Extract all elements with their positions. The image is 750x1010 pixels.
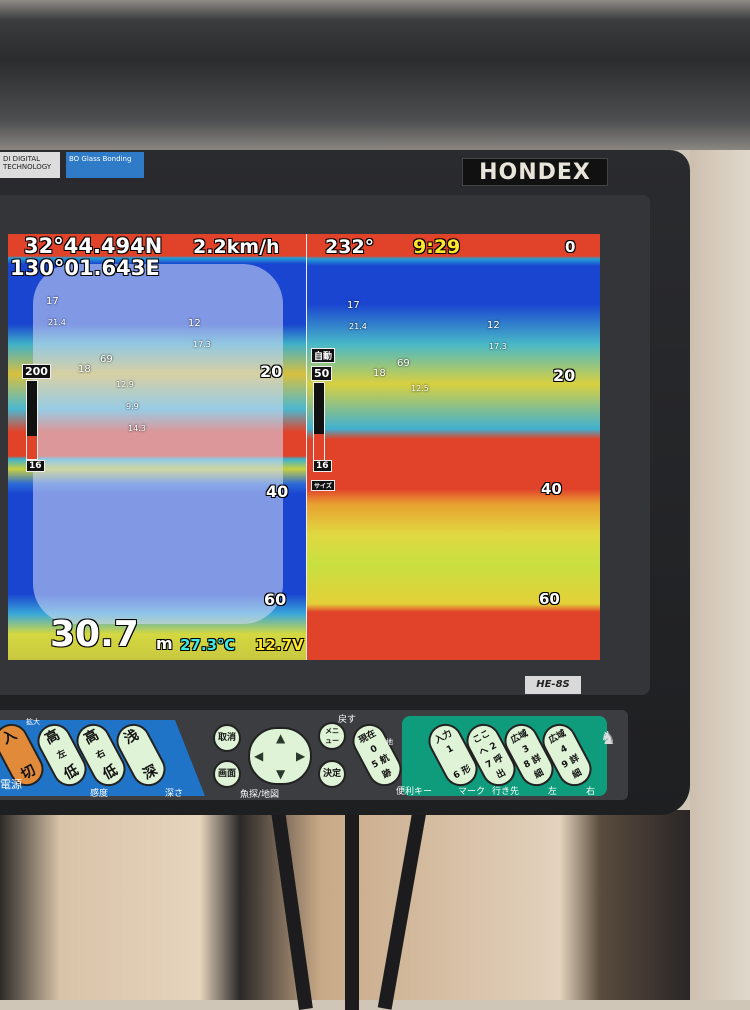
rubber-cover (0, 0, 750, 150)
gain-max: 50 (311, 366, 333, 381)
fish-label: 69 (100, 354, 113, 365)
bo-badge: BO Glass Bonding (66, 152, 144, 178)
arrow-up-icon[interactable]: ▲ (276, 731, 286, 745)
gain-bar (26, 380, 38, 460)
mark-label: マーク (458, 787, 486, 797)
fish-size: 17.3 (193, 340, 211, 349)
water-temperature: 27.3℃ (180, 636, 236, 654)
speed: 2.2km/h (193, 236, 280, 258)
shallow-label: 浅 (121, 726, 142, 748)
latitude: 32°44.494N (24, 234, 163, 258)
voltage: 12.7V (255, 636, 304, 654)
input-label: 入力 1 (433, 728, 456, 756)
background-wall (690, 150, 750, 1000)
feature-badges: DI DIGITAL TECHNOLOGY BO Glass Bonding (0, 152, 145, 178)
depth-mark-20: 20 (260, 362, 283, 381)
arrow-left-icon[interactable]: ◀ (254, 749, 264, 763)
fish-label: 12 (487, 320, 500, 331)
fish-label: 69 (397, 358, 410, 369)
depth-mark-60: 60 (264, 590, 287, 609)
window-reflection (33, 264, 283, 624)
brand-logo: HONDEX (462, 158, 608, 186)
screen-button[interactable]: 画面 (213, 760, 241, 788)
fish-size: 12.5 (411, 384, 429, 393)
fish-size: 12.9 (116, 380, 134, 389)
fish-size: 17.3 (489, 342, 507, 351)
left-sonar-pane: 32°44.494N 130°01.643E 2.2km/h 17 21.4 1… (8, 234, 307, 660)
back-label: 戻す (338, 715, 357, 725)
menu-button[interactable]: メニュー (318, 722, 346, 750)
fish-label: 18 (78, 364, 91, 375)
gain-min: 16 (26, 460, 45, 472)
clock: 9:29 (413, 236, 461, 258)
power-label: 電源 (0, 778, 22, 791)
fish-size: 14.3 (128, 424, 146, 433)
depth-label: 深さ (165, 789, 184, 799)
map-label: 地 (386, 738, 393, 746)
fish-size: 21.4 (48, 318, 66, 327)
left-screen-label: 左 (548, 787, 558, 797)
depth-mark-20: 20 (553, 366, 576, 385)
enter-button[interactable]: 決定 (318, 760, 346, 788)
fish-size: 21.4 (349, 322, 367, 331)
power-on-label: 入 (0, 726, 20, 748)
gain-bar (313, 382, 325, 462)
depth-mark-60: 60 (539, 590, 560, 608)
heading: 232° (325, 236, 375, 258)
arrow-right-icon[interactable]: ▶ (296, 749, 306, 763)
fish-label: 17 (46, 296, 59, 307)
gain-max: 200 (22, 364, 51, 379)
fish-label: 12 (188, 318, 201, 329)
destination-label: 行き先 (492, 787, 520, 797)
longitude: 130°01.643E (10, 256, 160, 280)
seahorse-logo-icon: ♞ (600, 728, 617, 749)
top-depth: 0 (565, 238, 576, 256)
direction-pad[interactable]: ▲ ▼ ◀ ▶ (248, 727, 312, 785)
mount-stand (345, 810, 359, 1010)
shortcut-label: 便利キー (396, 787, 433, 797)
depth-mark-40: 40 (266, 482, 289, 501)
arrow-down-icon[interactable]: ▼ (276, 767, 286, 781)
di-badge: DI DIGITAL TECHNOLOGY (0, 152, 60, 178)
fish-size: 9.9 (126, 402, 139, 411)
depth-readout: 30.7 (50, 614, 139, 655)
fish-label: 18 (373, 368, 386, 379)
model-label: HE-8S (525, 676, 581, 694)
cancel-button[interactable]: 取消 (213, 724, 241, 752)
right-sonar-pane: 232° 9:29 0 17 21.4 12 17.3 69 18 12.5 自… (307, 234, 600, 660)
fish-label: 17 (347, 300, 360, 311)
fishfinder-map-label: 魚探/地図 (240, 790, 280, 800)
depth-mark-40: 40 (541, 480, 562, 498)
depth-unit: m (156, 634, 173, 653)
auto-mode: 自動 (311, 348, 336, 363)
sensitivity-label: 感度 (90, 789, 109, 799)
gain-min: 16 (313, 460, 332, 472)
zoom-label: 拡大 (26, 718, 40, 726)
fish-size-icon: サイズ (311, 480, 335, 491)
sonar-display: 32°44.494N 130°01.643E 2.2km/h 17 21.4 1… (8, 234, 600, 660)
right-screen-label: 右 (586, 787, 596, 797)
